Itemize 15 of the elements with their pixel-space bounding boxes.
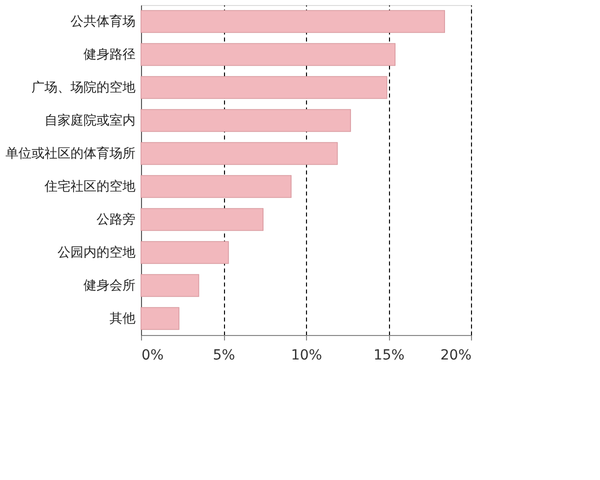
- y-tick-label: 公共体育场: [70, 14, 136, 28]
- y-tick-label: 广场、场院的空地: [32, 80, 136, 94]
- x-tick-label: 20%: [440, 348, 472, 364]
- x-tick-label: 5%: [212, 348, 236, 364]
- y-tick-label: 健身路径: [84, 46, 136, 62]
- y-tick-label: 健身会所: [84, 278, 136, 292]
- y-tick-label: 单位或社区的体育场所: [6, 146, 136, 160]
- x-tick-label: 10%: [290, 348, 322, 364]
- y-tick-label: 住宅社区的空地: [44, 178, 136, 194]
- y-tick-label: 其他: [110, 310, 136, 326]
- x-tick-label: 0%: [142, 348, 164, 364]
- y-tick-label: 自家庭院或室内: [44, 112, 136, 128]
- x-tick-label: 15%: [373, 348, 405, 364]
- y-tick-label: 公路旁: [96, 212, 136, 226]
- y-tick-label: 公园内的空地: [58, 244, 136, 260]
